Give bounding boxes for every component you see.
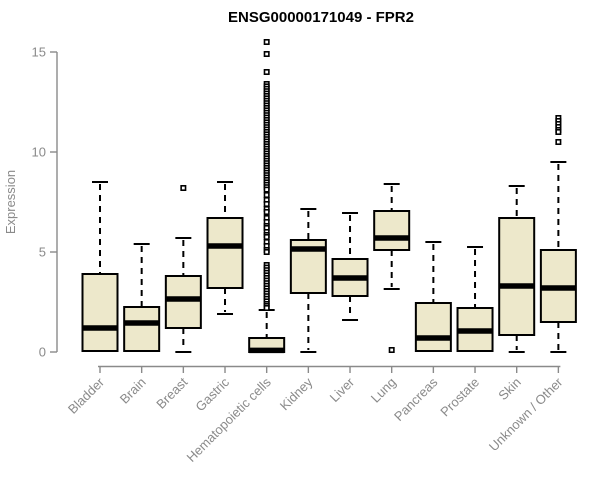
box-gastric bbox=[206, 181, 244, 315]
outlier-point bbox=[263, 234, 270, 241]
y-axis: 0 5 10 15 bbox=[32, 45, 58, 360]
box-bladder bbox=[81, 181, 119, 352]
boxes-layer bbox=[81, 38, 577, 354]
outlier-point bbox=[555, 129, 562, 136]
outlier-point bbox=[263, 304, 270, 311]
box-liver bbox=[331, 212, 369, 321]
iqr-box bbox=[414, 302, 452, 352]
x-tick-label: Lung bbox=[368, 375, 399, 406]
outlier-point bbox=[263, 249, 270, 256]
outlier-point bbox=[555, 139, 562, 146]
iqr-box bbox=[206, 217, 244, 289]
outlier-point bbox=[263, 186, 270, 193]
box-prostate bbox=[456, 246, 494, 352]
box-lung bbox=[373, 183, 411, 353]
outlier-point bbox=[263, 209, 270, 216]
box-breast bbox=[164, 185, 202, 353]
x-tick-label: Skin bbox=[495, 375, 523, 403]
box-brain bbox=[123, 243, 161, 352]
iqr-box bbox=[373, 210, 411, 251]
x-tick-label: Prostate bbox=[437, 375, 482, 420]
x-tick-label: Liver bbox=[327, 374, 358, 405]
iqr-box bbox=[164, 275, 202, 329]
outlier-point bbox=[263, 50, 270, 57]
iqr-box bbox=[498, 217, 536, 336]
box-hematopoietic-cells bbox=[248, 38, 286, 354]
y-axis-title: Expression bbox=[3, 170, 18, 234]
outlier-point bbox=[388, 346, 395, 353]
x-tick-label: Pancreas bbox=[391, 374, 441, 424]
outlier-point bbox=[263, 201, 270, 208]
box-unknown-other bbox=[539, 115, 577, 353]
x-tick-label: Kidney bbox=[277, 374, 316, 413]
outlier-point bbox=[263, 192, 270, 199]
box-kidney bbox=[289, 208, 327, 353]
x-tick-label: Brain bbox=[117, 375, 149, 407]
outlier-point bbox=[263, 38, 270, 45]
chart-title: ENSG00000171049 - FPR2 bbox=[228, 9, 414, 26]
box-pancreas bbox=[414, 241, 452, 352]
outlier-point bbox=[180, 185, 187, 192]
x-tick-label: Gastric bbox=[192, 374, 232, 414]
outlier-point bbox=[263, 69, 270, 76]
x-tick-label: Breast bbox=[153, 374, 190, 411]
iqr-box bbox=[81, 273, 119, 352]
box-skin bbox=[498, 185, 536, 353]
x-tick-label: Bladder bbox=[65, 374, 108, 417]
iqr-box bbox=[123, 306, 161, 352]
x-tick-label: Unknown / Other bbox=[486, 374, 566, 454]
y-tick-label: 0 bbox=[39, 345, 46, 360]
y-tick-label: 15 bbox=[32, 45, 46, 60]
y-tick-label: 10 bbox=[32, 145, 46, 160]
y-tick-label: 5 bbox=[39, 245, 46, 260]
